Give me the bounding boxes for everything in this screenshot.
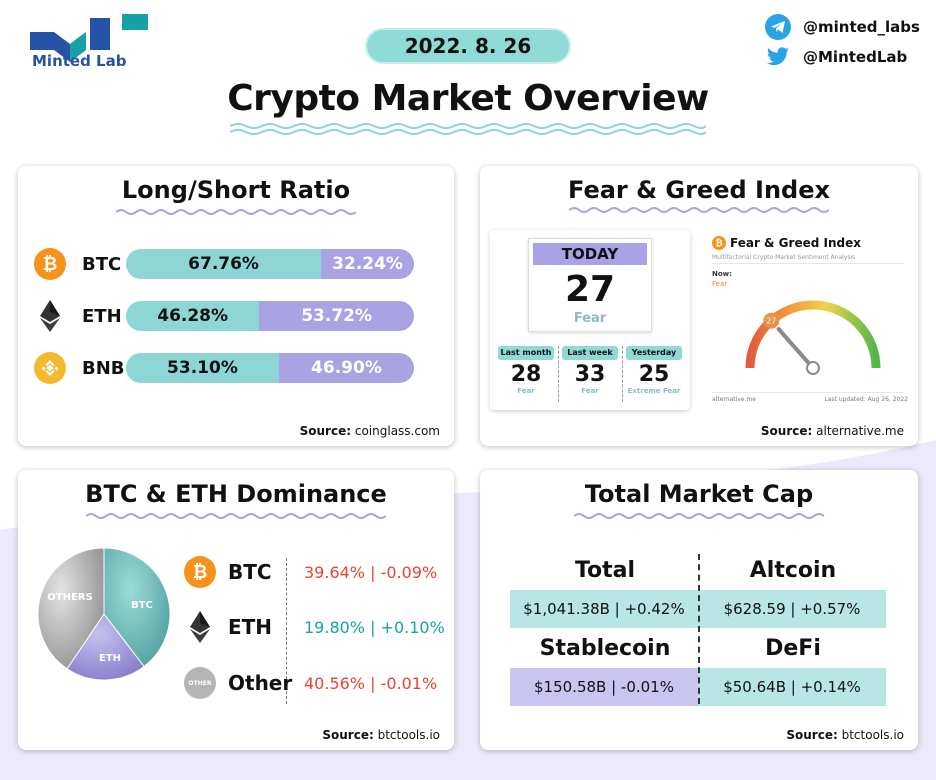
coin-name: ETH (82, 305, 122, 327)
history-yesterday: Yesterday 25 Extreme Fear (626, 346, 682, 395)
source-label: Source: btctools.io (322, 728, 440, 742)
ratio-bar: 67.76% 32.24% (126, 249, 414, 279)
pie-slice-other (37, 547, 105, 670)
widget-title: Fear & Greed Index (730, 236, 861, 250)
title-underline-wave (86, 513, 386, 519)
today-label: TODAY (533, 243, 647, 265)
short-segment: 53.72% (259, 301, 414, 331)
market-cap-card: Total Market Cap Total Altcoin $1,041.38… (480, 470, 918, 750)
divider (712, 392, 904, 393)
coin-name: BTC (82, 253, 122, 275)
dominance-pie: OTHERS BTC ETH (37, 547, 171, 681)
divider (712, 263, 904, 264)
bnb-icon (34, 352, 66, 384)
ls-row-eth: ETH 46.28% 53.72% (34, 300, 414, 332)
title-underline-wave (116, 209, 356, 215)
fear-greed-gauge: 27 (745, 300, 881, 375)
long-short-card: Long/Short Ratio ₿ BTC 67.76% 32.24% ETH… (18, 166, 454, 446)
page-title: Crypto Market Overview (227, 78, 709, 119)
market-cap-label-total: Total (574, 558, 636, 583)
market-cap-value-defi: $50.64B | +0.14% (698, 668, 886, 706)
dominance-name: BTC (228, 560, 272, 584)
long-segment: 53.10% (126, 353, 279, 383)
title-underline-wave (230, 123, 706, 135)
dominance-card: BTC & ETH Dominance OTHERS BTC ETH ₿ BTC… (18, 470, 454, 750)
twitter-icon (765, 44, 791, 70)
fear-greed-card: Fear & Greed Index TODAY 27 Fear Last mo… (480, 166, 918, 446)
dominance-value-btc: 39.64% | -0.09% (304, 563, 438, 582)
ls-row-btc: ₿ BTC 67.76% 32.24% (34, 248, 414, 280)
widget-subtitle: Multifactorial Crypto Market Sentiment A… (712, 254, 856, 261)
divider (622, 346, 623, 402)
pie-label-others: OTHERS (47, 592, 92, 603)
gauge-hub (806, 361, 820, 375)
widget-now-class: Fear (712, 280, 728, 288)
market-cap-label-stablecoin: Stablecoin (539, 636, 671, 661)
pie-slice-eth (66, 613, 145, 681)
market-cap-label-altcoin: Altcoin (749, 558, 837, 583)
telegram-icon (765, 14, 791, 40)
divider (698, 554, 700, 704)
source-label: Source: coinglass.com (299, 424, 440, 438)
bitcoin-icon: ₿ (184, 556, 216, 588)
source-label: Source: alternative.me (760, 424, 904, 438)
dominance-name: Other (228, 671, 293, 695)
long-segment: 67.76% (126, 249, 322, 279)
dominance-value-other: 40.56% | -0.01% (304, 674, 438, 693)
long-short-title: Long/Short Ratio (121, 176, 351, 204)
date-badge: 2022. 8. 26 (365, 28, 571, 64)
pie-slice-btc (103, 547, 171, 668)
gauge-value-marker (763, 312, 780, 329)
twitter-handle: @MintedLab (803, 48, 908, 66)
gauge-value-text: 27 (766, 317, 776, 326)
gauge-needle (776, 327, 815, 370)
short-segment: 46.90% (278, 353, 414, 383)
minted-lab-logo (30, 14, 148, 62)
market-cap-label-defi: DeFi (765, 636, 821, 661)
logo-text: Minted Lab (32, 52, 127, 70)
title-underline-wave (569, 207, 829, 213)
ratio-bar: 53.10% 46.90% (126, 353, 414, 383)
coin-name: BNB (82, 357, 125, 379)
market-cap-value-total: $1,041.38B | +0.42% (510, 590, 698, 628)
title-underline-wave (574, 513, 824, 519)
ls-row-bnb: BNB 53.10% 46.90% (34, 352, 414, 384)
telegram-handle: @minted_labs (803, 18, 920, 36)
dominance-row-eth: ETH (184, 611, 321, 643)
today-classification: Fear (573, 311, 607, 326)
fear-greed-title: Fear & Greed Index (568, 176, 830, 204)
dominance-title: BTC & ETH Dominance (85, 480, 387, 508)
divider (558, 346, 559, 402)
twitter-link[interactable]: @MintedLab (765, 44, 907, 70)
market-cap-title: Total Market Cap (584, 480, 814, 508)
market-cap-value-altcoin: $628.59 | +0.57% (698, 590, 886, 628)
source-label: Source: btctools.io (786, 728, 904, 742)
history-last-week: Last week 33 Fear (560, 346, 620, 402)
fear-greed-widget: ₿ Fear & Greed Index Multifactorial Cryp… (708, 230, 908, 410)
today-value: 27 (564, 269, 616, 310)
market-cap-value-stablecoin: $150.58B | -0.01% (510, 668, 698, 706)
bitcoin-icon: ₿ (712, 236, 726, 250)
bitcoin-icon: ₿ (34, 248, 66, 280)
ratio-bar: 46.28% 53.72% (126, 301, 414, 331)
dominance-row-other: OTHER Other (184, 667, 321, 699)
today-box: TODAY 27 Fear (528, 238, 652, 332)
ethereum-icon (34, 300, 66, 332)
pie-label-btc: BTC (131, 600, 153, 611)
dominance-value-eth: 19.80% | +0.10% (304, 618, 445, 637)
telegram-link[interactable]: @minted_labs (765, 14, 920, 40)
short-segment: 32.24% (321, 249, 414, 279)
dominance-name: ETH (228, 615, 273, 639)
dominance-row-btc: ₿ BTC (184, 556, 321, 588)
divider (286, 558, 287, 704)
ethereum-icon (184, 611, 216, 643)
other-icon: OTHER (184, 667, 216, 699)
widget-footer-updated: Last updated: Aug 26, 2022 (824, 396, 908, 403)
widget-now-label: Now: (712, 270, 732, 278)
long-segment: 46.28% (126, 301, 260, 331)
fear-greed-summary-panel: TODAY 27 Fear Last month 28 Fear Last we… (490, 230, 690, 410)
widget-footer-source: alternative.me (712, 396, 756, 403)
history-last-month: Last month 28 Fear (496, 346, 556, 402)
pie-label-eth: ETH (99, 653, 121, 664)
